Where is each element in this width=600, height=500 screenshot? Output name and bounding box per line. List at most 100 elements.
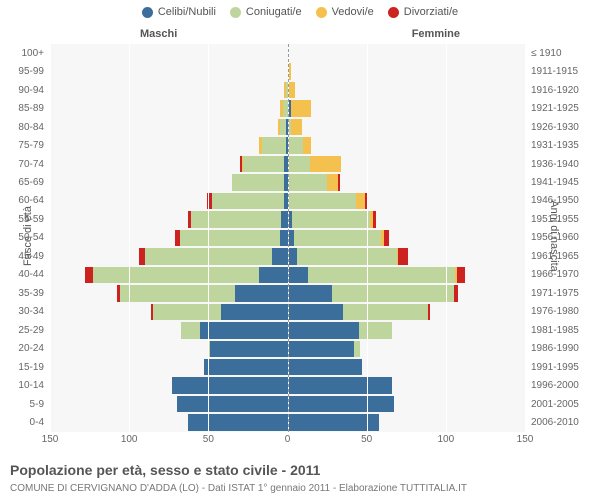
legend-item: Divorziati/e — [388, 6, 458, 18]
age-label: 60-64 — [0, 192, 48, 210]
bar-segment — [297, 248, 397, 264]
bar-segment — [188, 414, 288, 430]
age-label: 40-44 — [0, 266, 48, 284]
x-axis-ticks: 15010050050100150 — [50, 434, 525, 448]
x-tick: 100 — [121, 434, 138, 445]
bar-segment — [373, 211, 376, 227]
bar-segment — [288, 285, 332, 301]
bar-segment — [384, 230, 389, 246]
bar-segment — [85, 267, 93, 283]
bar-segment — [356, 193, 366, 209]
birth-year-label: 1916-1920 — [527, 81, 600, 99]
center-line — [288, 44, 289, 432]
birth-year-label: 1971-1975 — [527, 284, 600, 302]
legend-label: Divorziati/e — [404, 6, 458, 18]
gridline — [446, 44, 447, 432]
bar-segment — [288, 267, 309, 283]
male-bar — [50, 119, 288, 135]
bar-segment — [359, 322, 392, 338]
legend-label: Vedovi/e — [332, 6, 374, 18]
birth-year-label: 1941-1945 — [527, 173, 600, 191]
birth-year-label: 1981-1985 — [527, 321, 600, 339]
birth-year-label: 1996-2000 — [527, 376, 600, 394]
bar-segment — [272, 248, 288, 264]
age-label: 80-84 — [0, 118, 48, 136]
gridline — [208, 44, 209, 432]
birth-year-label: 2001-2005 — [527, 395, 600, 413]
bar-segment — [327, 174, 338, 190]
male-bar — [50, 304, 288, 320]
female-bar — [288, 377, 526, 393]
birth-year-label: 1966-1970 — [527, 266, 600, 284]
age-label: 65-69 — [0, 173, 48, 191]
bar-segment — [454, 285, 459, 301]
bar-segment — [289, 174, 327, 190]
male-header: Maschi — [140, 28, 177, 40]
bar-segment — [288, 396, 394, 412]
bar-segment — [289, 137, 303, 153]
female-bar — [288, 414, 526, 430]
female-bar — [288, 248, 526, 264]
male-bar — [50, 377, 288, 393]
male-bar — [50, 45, 288, 61]
female-bar — [288, 45, 526, 61]
male-bar — [50, 248, 288, 264]
birth-year-label: 1931-1935 — [527, 136, 600, 154]
bar-segment — [303, 137, 311, 153]
bar-segment — [177, 396, 288, 412]
x-tick: 50 — [203, 434, 214, 445]
bar-segment — [243, 156, 284, 172]
age-label: 85-89 — [0, 99, 48, 117]
female-bar — [288, 100, 526, 116]
birth-year-label: 1911-1915 — [527, 62, 600, 80]
legend-label: Celibi/Nubili — [158, 6, 216, 18]
bar-segment — [398, 248, 408, 264]
female-bar — [288, 137, 526, 153]
female-bar — [288, 156, 526, 172]
birth-year-label: 1951-1955 — [527, 210, 600, 228]
male-bar — [50, 267, 288, 283]
male-bar — [50, 193, 288, 209]
male-bar — [50, 396, 288, 412]
male-bar — [50, 414, 288, 430]
birth-year-label: 1976-1980 — [527, 303, 600, 321]
female-bar — [288, 304, 526, 320]
legend-dot — [230, 7, 241, 18]
female-bar — [288, 322, 526, 338]
bar-segment — [343, 304, 429, 320]
legend-item: Coniugati/e — [230, 6, 302, 18]
bar-segment — [457, 267, 465, 283]
gridline — [129, 44, 130, 432]
female-bar — [288, 119, 526, 135]
female-bar — [288, 359, 526, 375]
age-label: 95-99 — [0, 62, 48, 80]
bar-segment — [180, 230, 280, 246]
chart-subtitle: COMUNE DI CERVIGNANO D'ADDA (LO) - Dati … — [10, 483, 467, 494]
bar-segment — [212, 193, 285, 209]
birth-year-label: 1921-1925 — [527, 99, 600, 117]
age-label: 30-34 — [0, 303, 48, 321]
male-bar — [50, 322, 288, 338]
birth-year-label: 1961-1965 — [527, 247, 600, 265]
age-label: 75-79 — [0, 136, 48, 154]
x-tick: 50 — [361, 434, 372, 445]
bar-segment — [120, 285, 236, 301]
male-bar — [50, 82, 288, 98]
female-bar — [288, 82, 526, 98]
bar-segment — [262, 137, 286, 153]
bar-segment — [288, 377, 393, 393]
x-tick: 150 — [517, 434, 534, 445]
age-label: 5-9 — [0, 395, 48, 413]
bar-segment — [210, 341, 288, 357]
female-bar — [288, 285, 526, 301]
bar-segment — [288, 414, 380, 430]
birth-year-label: 1991-1995 — [527, 358, 600, 376]
birth-labels: ≤ 19101911-19151916-19201921-19251926-19… — [527, 44, 600, 432]
bar-segment — [288, 304, 343, 320]
x-tick: 100 — [437, 434, 454, 445]
female-header: Femmine — [412, 28, 460, 40]
male-bar — [50, 63, 288, 79]
birth-year-label: ≤ 1910 — [527, 44, 600, 62]
age-label: 70-74 — [0, 155, 48, 173]
bar-segment — [181, 322, 200, 338]
